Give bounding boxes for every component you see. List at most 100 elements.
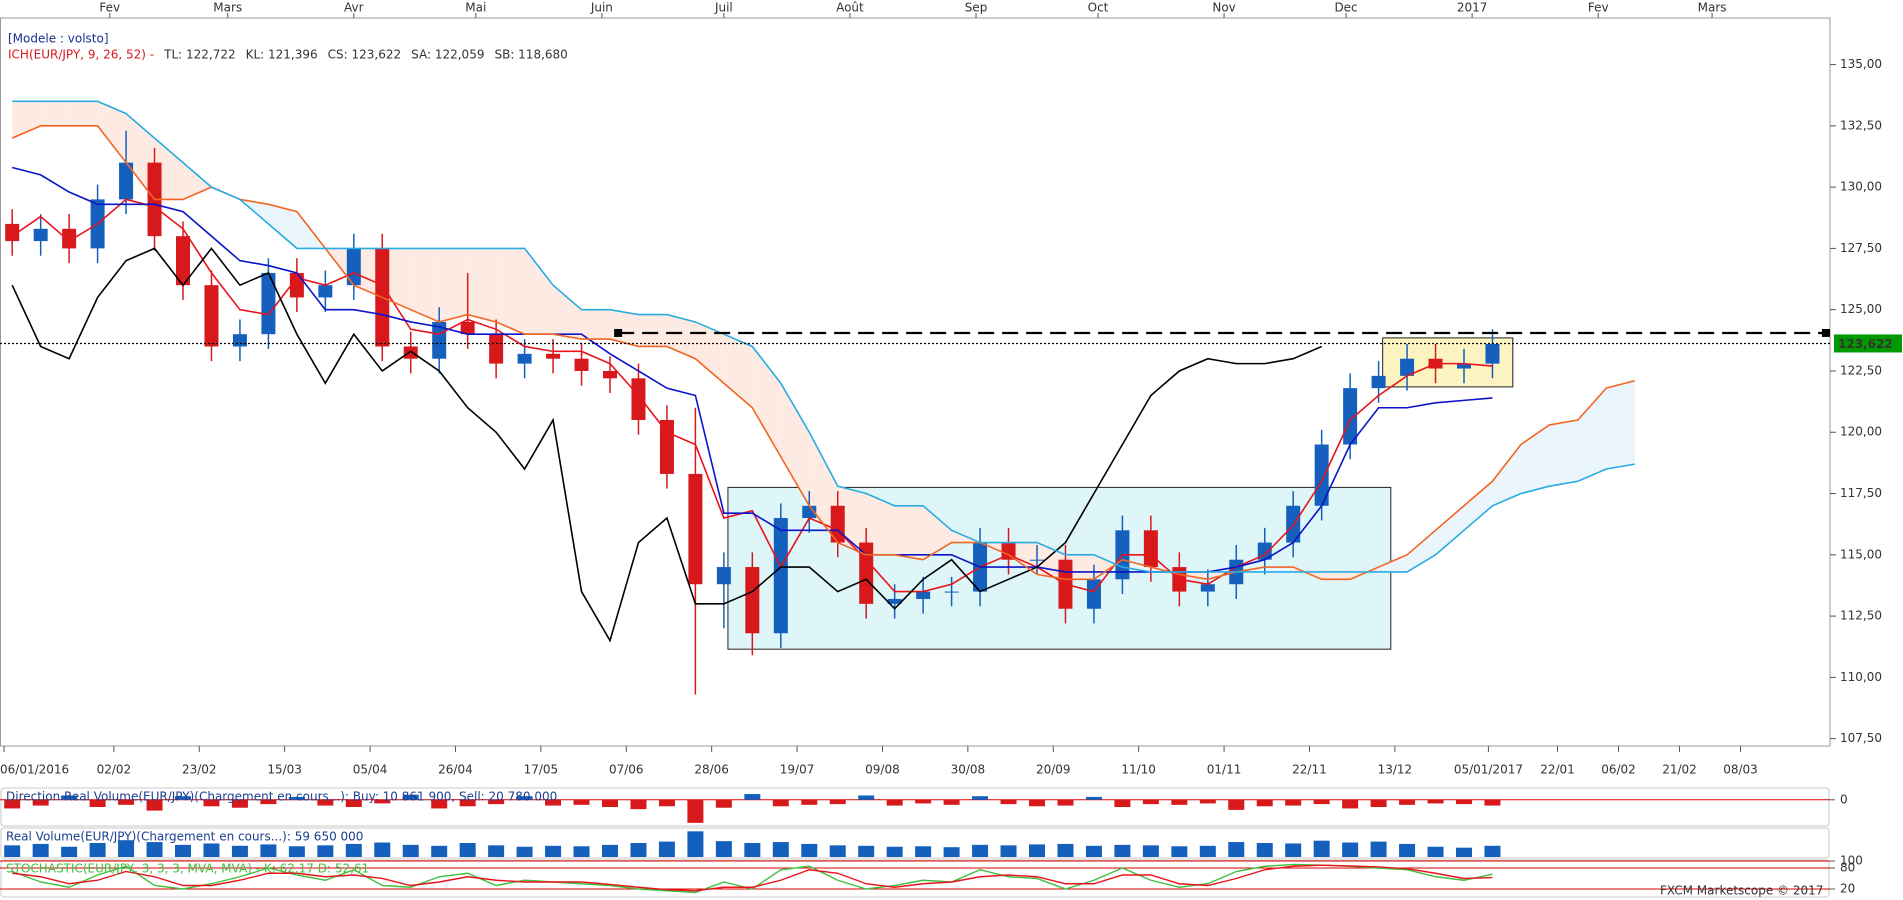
cloud: [1065, 554, 1094, 580]
cloud: [1150, 567, 1180, 575]
bar: [1285, 799, 1302, 806]
bar: [801, 843, 818, 857]
bar: [431, 845, 448, 857]
month-label: Fev: [99, 1, 120, 15]
candle-body: [5, 223, 20, 242]
bar: [630, 799, 647, 810]
legend-entry: SA: 122,059: [411, 48, 484, 62]
bar: [402, 844, 419, 857]
bar: [972, 796, 989, 800]
candle-body: [859, 542, 874, 604]
cloud: [1464, 481, 1493, 531]
candle-body: [62, 228, 77, 249]
cloud: [496, 248, 525, 335]
bar: [630, 843, 647, 857]
bar: [1456, 799, 1472, 805]
month-label: Sep: [965, 1, 988, 15]
bar: [602, 799, 618, 807]
cloud: [638, 314, 667, 347]
bar: [1029, 799, 1045, 807]
cloud: [1378, 554, 1408, 572]
bar: [402, 794, 419, 800]
bar: [288, 796, 305, 800]
x-tick-label: 05/01/2017: [1454, 763, 1523, 777]
bar: [1142, 845, 1159, 857]
candle-body: [546, 353, 561, 359]
legend-entry: CS: 123,622: [328, 48, 401, 62]
x-tick-label: 11/10: [1121, 763, 1156, 777]
bar: [1228, 842, 1245, 857]
model-label: [Modele : volsto]: [8, 32, 109, 46]
bar: [545, 799, 562, 806]
bar: [61, 846, 78, 857]
bar: [1342, 799, 1359, 809]
bar: [1228, 799, 1245, 810]
x-tick-label: 06/01/2016: [0, 763, 69, 777]
bar: [1370, 841, 1387, 857]
oscillator-line: [12, 864, 1493, 892]
bar: [744, 794, 761, 800]
bar: [1399, 799, 1416, 805]
bar: [175, 796, 191, 800]
bar: [260, 844, 277, 857]
candle-body: [773, 518, 788, 634]
panel-title: STOCHASTIC(EUR/JPY, 3, 3, 3, MVA, MVA) -…: [6, 862, 369, 876]
bar: [488, 799, 505, 805]
cloud: [581, 309, 610, 340]
candle-body: [1485, 344, 1500, 364]
panel-content: [4, 831, 1501, 857]
axes: Fev Mars Avr Mai Juin Juil Août Sep Oct Nov Dec 201…: [0, 1, 1902, 777]
bar: [1171, 846, 1188, 857]
month-label: Juil: [714, 1, 733, 15]
bar: [32, 843, 49, 857]
month-label: Nov: [1212, 1, 1235, 15]
cloud: [666, 314, 696, 359]
cloud: [69, 101, 98, 126]
bar: [1142, 799, 1159, 805]
bar: [118, 799, 135, 805]
panel-frame: [0, 787, 1830, 827]
bar: [1029, 844, 1045, 857]
bar: [1313, 799, 1330, 805]
indicator-line: [11, 198, 1493, 593]
bar: [231, 799, 248, 808]
cloud: [894, 505, 924, 560]
bar: [687, 799, 704, 823]
bar: [1000, 799, 1017, 805]
candle-body: [176, 236, 190, 286]
bar: [89, 799, 106, 807]
bar: [943, 799, 960, 805]
x-tick-label: 17/05: [524, 763, 559, 777]
panel-title: Real Volume(EUR/JPY)(Chargement en cours…: [6, 830, 363, 844]
bar: [1456, 847, 1472, 857]
candle-body: [802, 505, 817, 519]
oscillator-line: [11, 863, 1493, 894]
bar: [915, 799, 932, 804]
bar: [1000, 845, 1017, 857]
candle-body: [887, 598, 902, 604]
x-tick-label: 07/06: [609, 763, 644, 777]
indicator-line: [12, 100, 1635, 573]
bar: [687, 831, 704, 857]
bar: [288, 846, 305, 857]
month-label: Juin: [590, 1, 613, 15]
y-tick-label: 127,50: [1840, 241, 1882, 255]
bar: [1085, 796, 1102, 800]
bar: [231, 845, 248, 857]
month-label: Août: [836, 1, 864, 15]
footer: FXCM Marketscope © 2017: [1660, 884, 1823, 898]
panel-frame: [0, 859, 1830, 898]
cloud: [1606, 380, 1635, 470]
last-price-box: [1834, 334, 1902, 353]
bar: [972, 844, 989, 857]
bar: [1057, 799, 1074, 806]
bar: [146, 799, 163, 811]
cloud: [353, 248, 383, 298]
bar: [345, 843, 362, 857]
candle-body: [603, 370, 617, 379]
month-label: Mai: [465, 1, 486, 15]
candle-body: [1200, 584, 1215, 592]
month-label: Oct: [1088, 1, 1109, 15]
bar: [602, 844, 618, 857]
candle-body: [204, 285, 219, 347]
